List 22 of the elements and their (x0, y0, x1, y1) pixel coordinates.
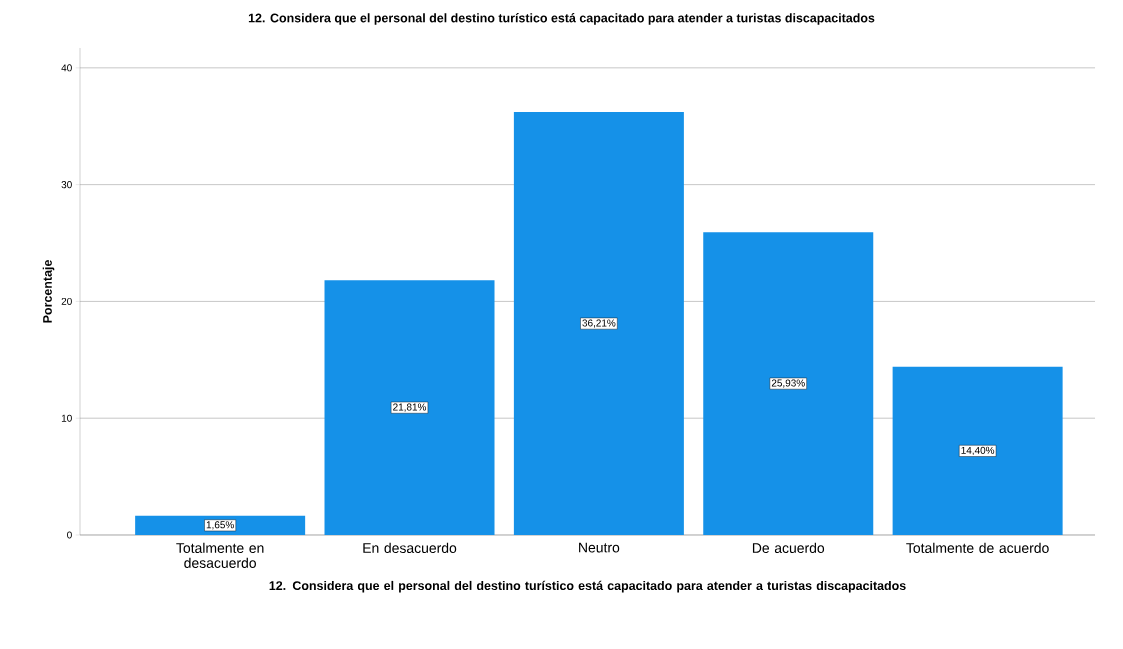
bar (892, 366, 1063, 535)
y-tick-label: 10 (61, 414, 72, 422)
y-tick-label: 20 (61, 297, 72, 305)
x-axis-title: 12. Considera que el personal del destino turístico está capacitado para atender a turistas discapacitados (269, 580, 906, 593)
data-label: 21,81% (393, 403, 427, 412)
chart-title: 12. Considera que el personal del destino turístico está capacitado para atender a turistas discapacitados (248, 13, 875, 25)
bar (513, 112, 684, 535)
x-tick-label: En desacuerdo (363, 542, 457, 553)
bar (703, 232, 874, 535)
y-tick-label: 30 (61, 181, 72, 189)
y-tick-label: 40 (61, 64, 72, 72)
data-label: 1,65% (206, 521, 234, 530)
x-tick-label: De acuerdo (752, 542, 825, 553)
x-tick-label: Totalmente de acuerdo (906, 542, 1049, 553)
data-label: 36,21% (582, 319, 616, 328)
data-label: 14,40% (961, 446, 995, 456)
y-axis-title: Porcentaje (42, 260, 55, 323)
x-tick-label: Totalmente en desacuerdo (176, 542, 264, 568)
y-tick-label: 0 (67, 531, 72, 539)
data-label: 25,93% (771, 379, 805, 388)
x-tick-label: Neutro (579, 542, 620, 553)
bar (324, 280, 495, 535)
